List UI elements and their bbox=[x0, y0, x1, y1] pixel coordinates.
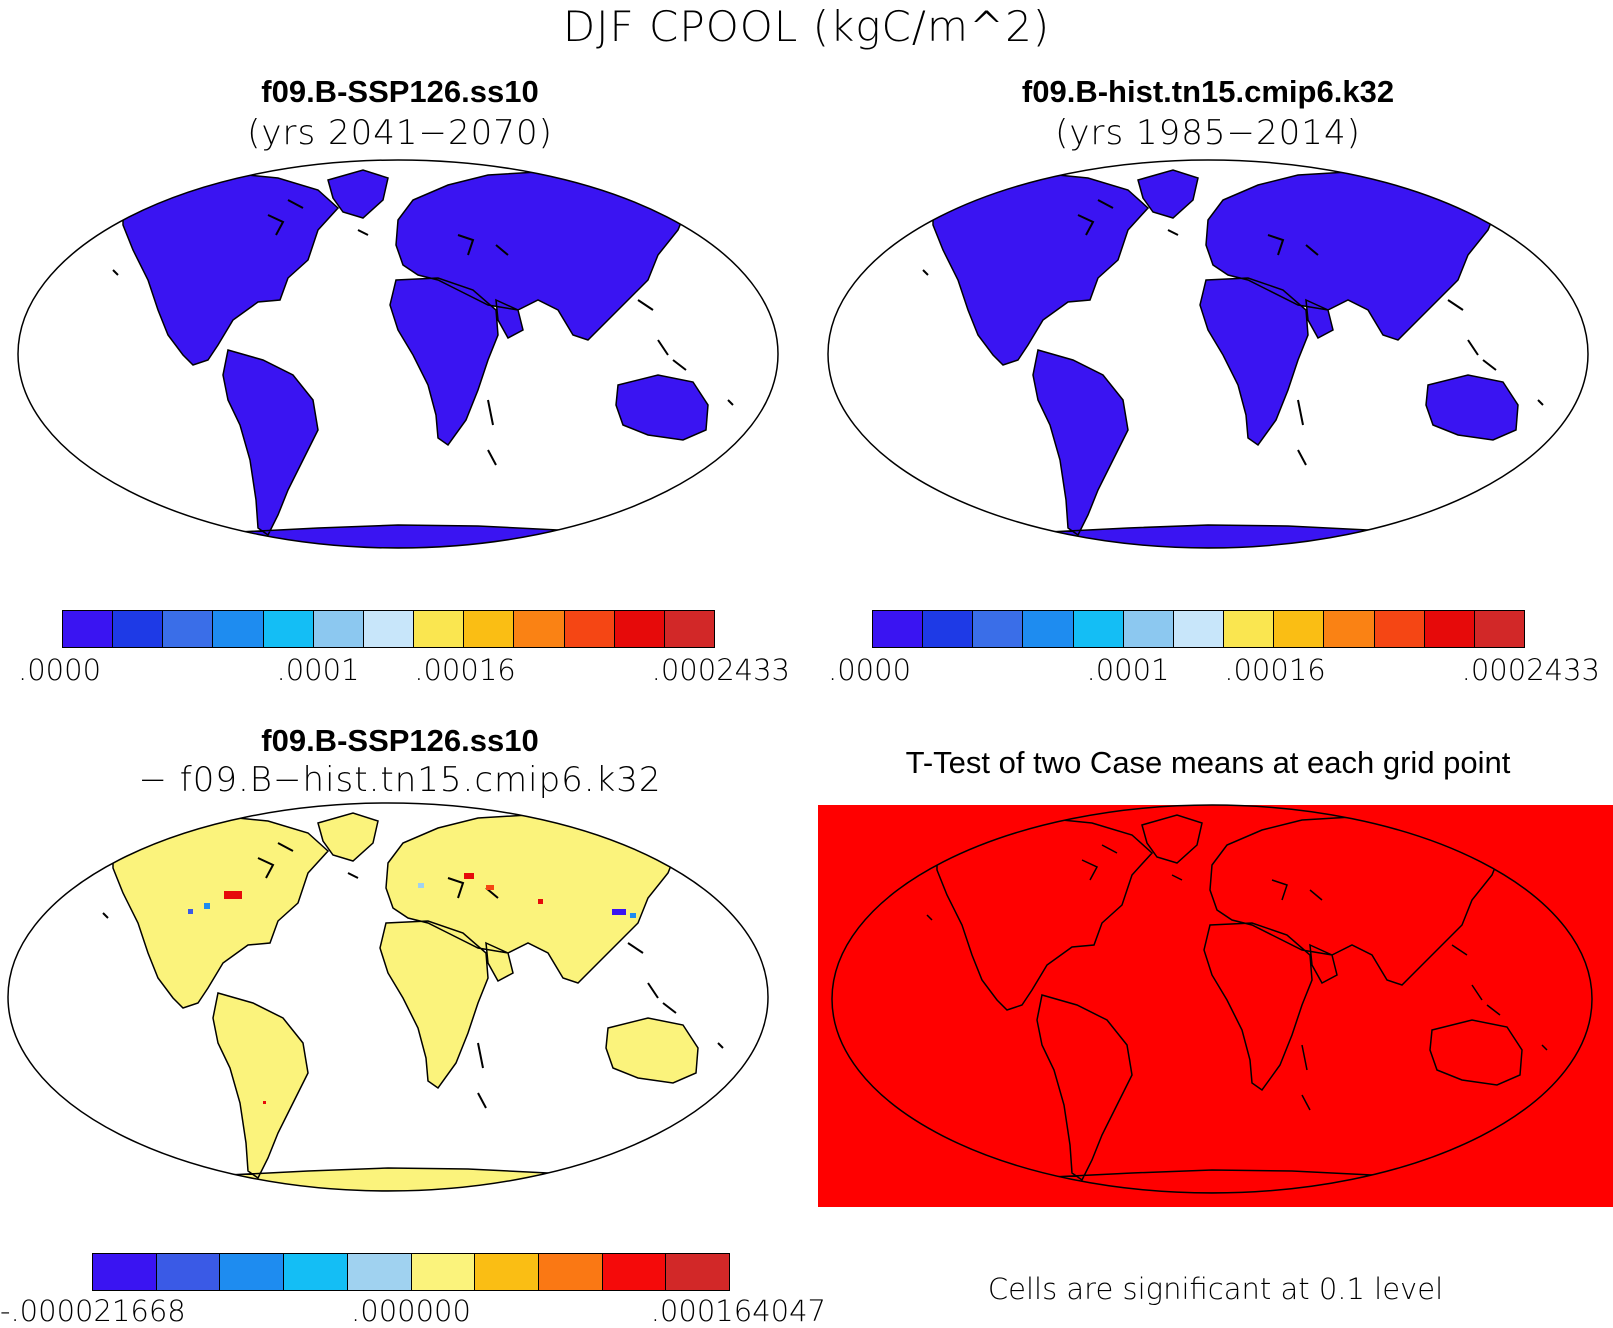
land-fill bbox=[122, 169, 709, 548]
colorbar-swatch bbox=[1474, 611, 1525, 647]
colorbar-swatch bbox=[873, 611, 924, 647]
colorbar-swatch bbox=[614, 611, 665, 647]
colorbar-tick: -.000021668 bbox=[0, 1294, 186, 1328]
colorbar-swatch bbox=[602, 1254, 667, 1290]
colorbar-tick: .0000 bbox=[828, 653, 912, 687]
significance-note: Cells are significant at 0.1 level bbox=[987, 1272, 1444, 1306]
colorbar-swatch bbox=[313, 611, 364, 647]
colorbar-swatch bbox=[1224, 611, 1275, 647]
land-fill bbox=[112, 812, 699, 1191]
panel-hist-title: f09.B-hist.tn15.cmip6.k32 bbox=[1021, 74, 1395, 109]
colorbar-swatch bbox=[1324, 611, 1375, 647]
colorbar-tick: .0002433 bbox=[1461, 653, 1600, 687]
map-ttest bbox=[831, 804, 1593, 1194]
map-border bbox=[17, 159, 779, 549]
colorbar-tick: .000164047 bbox=[650, 1294, 826, 1328]
colorbar-swatch bbox=[973, 611, 1024, 647]
colorbar-tick: .00016 bbox=[1224, 653, 1326, 687]
map-diff bbox=[7, 802, 769, 1192]
colorbar-swatch bbox=[664, 611, 715, 647]
colorbar-swatch bbox=[263, 611, 314, 647]
colorbar-swatch bbox=[923, 611, 974, 647]
colorbar-tick: .00016 bbox=[414, 653, 516, 687]
colorbar-tick: .0000 bbox=[18, 653, 102, 687]
colorbar-swatch bbox=[475, 1254, 539, 1290]
coastline bbox=[936, 814, 1523, 1193]
panel-diff-title: f09.B-SSP126.ss10 bbox=[261, 723, 539, 758]
colorbar-swatch bbox=[93, 1254, 157, 1290]
colorbar-swatch bbox=[63, 611, 114, 647]
colorbar-swatch bbox=[163, 611, 214, 647]
colorbar-swatch bbox=[514, 611, 565, 647]
colorbar-swatch bbox=[363, 611, 415, 647]
colorbar-hist bbox=[872, 610, 1525, 648]
panel-ttest-title: T-Test of two Case means at each grid po… bbox=[905, 745, 1511, 780]
colorbar-swatch bbox=[347, 1254, 412, 1290]
colorbar-swatch bbox=[411, 1254, 476, 1290]
panel-diff-subtitle: − f09.B−hist.tn15.cmip6.k32 bbox=[138, 760, 662, 800]
colorbar-swatch bbox=[666, 1254, 730, 1290]
colorbar-tick: .0002433 bbox=[651, 653, 790, 687]
map-border bbox=[831, 804, 1593, 1194]
map-ssp126 bbox=[17, 159, 779, 549]
colorbar-tick: .0001 bbox=[276, 653, 360, 687]
colorbar-diff bbox=[92, 1253, 730, 1291]
panel-hist-subtitle: (yrs 1985−2014) bbox=[1055, 113, 1361, 153]
colorbar-swatch bbox=[284, 1254, 348, 1290]
panel-ssp126-subtitle: (yrs 2041−2070) bbox=[247, 113, 553, 153]
colorbar-swatch bbox=[414, 611, 465, 647]
difference-hotspots bbox=[188, 873, 636, 1104]
colorbar-swatch bbox=[156, 1254, 221, 1290]
colorbar-swatch bbox=[1123, 611, 1174, 647]
colorbar-tick: .000000 bbox=[351, 1294, 471, 1328]
colorbar-swatch bbox=[113, 611, 164, 647]
colorbar-swatch bbox=[1374, 611, 1425, 647]
colorbar-swatch bbox=[220, 1254, 285, 1290]
colorbar-swatch bbox=[1424, 611, 1475, 647]
colorbar-swatch bbox=[1073, 611, 1124, 647]
land-fill bbox=[932, 169, 1519, 548]
colorbar-swatch bbox=[538, 1254, 603, 1290]
colorbar-swatch bbox=[464, 611, 515, 647]
page-title: DJF CPOOL (kgC/m^2) bbox=[562, 2, 1051, 51]
map-hist bbox=[827, 159, 1589, 549]
colorbar-swatch bbox=[564, 611, 615, 647]
map-border bbox=[827, 159, 1589, 549]
colorbar-tick: .0001 bbox=[1086, 653, 1170, 687]
colorbar-swatch bbox=[213, 611, 264, 647]
map-border bbox=[7, 802, 769, 1192]
colorbar-swatch bbox=[1274, 611, 1325, 647]
colorbar-swatch bbox=[1023, 611, 1074, 647]
colorbar-swatch bbox=[1173, 611, 1225, 647]
colorbar-ssp126 bbox=[62, 610, 715, 648]
panel-ssp126-title: f09.B-SSP126.ss10 bbox=[261, 74, 539, 109]
